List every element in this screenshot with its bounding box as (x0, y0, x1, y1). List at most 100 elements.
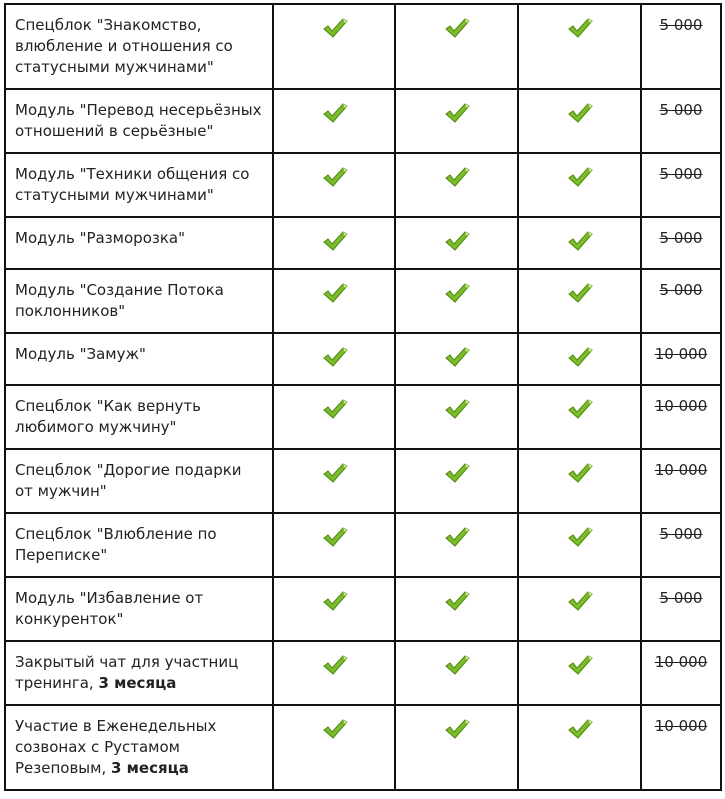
included-cell (517, 268, 642, 334)
checkmark-icon (567, 18, 593, 43)
included-cell (272, 88, 396, 154)
included-cell (272, 332, 396, 386)
included-cell (517, 152, 642, 218)
price-cell: 5 000 (640, 512, 722, 578)
price-cell: 5 000 (640, 576, 722, 642)
checkmark-icon (567, 527, 593, 552)
checkmark-icon (444, 655, 470, 680)
checkmark-icon (322, 347, 348, 372)
included-cell (517, 704, 642, 791)
old-price: 5 000 (659, 101, 703, 119)
feature-name: Модуль "Замуж" (15, 345, 146, 363)
included-cell (517, 88, 642, 154)
included-cell (394, 448, 519, 514)
checkmark-icon (444, 103, 470, 128)
included-cell (394, 88, 519, 154)
checkmark-icon (444, 463, 470, 488)
feature-name: Модуль "Разморозка" (15, 229, 185, 247)
included-cell (272, 268, 396, 334)
feature-name: Спецблок "Влюбление по Переписке" (15, 525, 217, 564)
feature-name-cell: Модуль "Перевод несерьёзных отношений в … (4, 88, 274, 154)
included-cell (394, 3, 519, 90)
feature-name-cell: Спецблок "Дорогие подарки от мужчин" (4, 448, 274, 514)
checkmark-icon (567, 347, 593, 372)
checkmark-icon (567, 463, 593, 488)
checkmark-icon (567, 167, 593, 192)
checkmark-icon (322, 399, 348, 424)
included-cell (394, 640, 519, 706)
table-row: Участие в Еженедельных созвонах с Рустам… (4, 704, 722, 791)
feature-name: Закрытый чат для участниц тренинга, (15, 653, 239, 692)
table-row: Модуль "Замуж" 10 000 (4, 332, 722, 386)
included-cell (394, 384, 519, 450)
included-cell (394, 512, 519, 578)
checkmark-icon (322, 719, 348, 744)
feature-name: Модуль "Техники общения со статусными му… (15, 165, 250, 204)
feature-name-cell: Спецблок "Влюбление по Переписке" (4, 512, 274, 578)
checkmark-icon (444, 527, 470, 552)
included-cell (272, 576, 396, 642)
feature-duration: 3 месяца (98, 674, 177, 692)
included-cell (394, 704, 519, 791)
price-cell: 10 000 (640, 448, 722, 514)
checkmark-icon (444, 719, 470, 744)
feature-name: Модуль "Перевод несерьёзных отношений в … (15, 101, 262, 140)
old-price: 5 000 (659, 165, 703, 183)
price-cell: 5 000 (640, 152, 722, 218)
checkmark-icon (444, 399, 470, 424)
old-price: 10 000 (654, 461, 708, 479)
feature-name-cell: Спецблок "Как вернуть любимого мужчину" (4, 384, 274, 450)
checkmark-icon (322, 231, 348, 256)
old-price: 10 000 (654, 653, 708, 671)
checkmark-icon (567, 591, 593, 616)
checkmark-icon (567, 283, 593, 308)
checkmark-icon (567, 655, 593, 680)
included-cell (517, 3, 642, 90)
old-price: 5 000 (659, 229, 703, 247)
included-cell (394, 332, 519, 386)
table-row: Модуль "Техники общения со статусными му… (4, 152, 722, 218)
tariff-comparison-table: Спецблок "Знакомство, влюбление и отноше… (4, 3, 722, 791)
price-cell: 10 000 (640, 640, 722, 706)
old-price: 5 000 (659, 16, 703, 34)
feature-name: Спецблок "Как вернуть любимого мужчину" (15, 397, 201, 436)
table-row: Спецблок "Как вернуть любимого мужчину" 1… (4, 384, 722, 450)
checkmark-icon (567, 231, 593, 256)
price-cell: 10 000 (640, 704, 722, 791)
included-cell (517, 512, 642, 578)
feature-name: Участие в Еженедельных созвонах с Рустам… (15, 717, 217, 777)
checkmark-icon (322, 103, 348, 128)
price-cell: 5 000 (640, 268, 722, 334)
included-cell (272, 152, 396, 218)
feature-name-cell: Модуль "Техники общения со статусными му… (4, 152, 274, 218)
included-cell (517, 216, 642, 270)
included-cell (517, 576, 642, 642)
feature-name-cell: Модуль "Разморозка" (4, 216, 274, 270)
checkmark-icon (322, 591, 348, 616)
feature-name-cell: Участие в Еженедельных созвонах с Рустам… (4, 704, 274, 791)
old-price: 5 000 (659, 589, 703, 607)
feature-duration: 3 месяца (111, 759, 189, 777)
included-cell (517, 640, 642, 706)
feature-name-cell: Модуль "Замуж" (4, 332, 274, 386)
checkmark-icon (322, 283, 348, 308)
table-row: Спецблок "Дорогие подарки от мужчин" 10 0… (4, 448, 722, 514)
feature-name-cell: Модуль "Создание Потока поклонников" (4, 268, 274, 334)
table-row: Закрытый чат для участниц тренинга, 3 ме… (4, 640, 722, 706)
included-cell (272, 640, 396, 706)
checkmark-icon (444, 167, 470, 192)
included-cell (272, 704, 396, 791)
checkmark-icon (444, 347, 470, 372)
checkmark-icon (322, 167, 348, 192)
old-price: 5 000 (659, 525, 703, 543)
table-row: Модуль "Избавление от конкуренток" 5 000 (4, 576, 722, 642)
included-cell (394, 576, 519, 642)
checkmark-icon (322, 527, 348, 552)
checkmark-icon (322, 463, 348, 488)
old-price: 5 000 (659, 281, 703, 299)
price-cell: 5 000 (640, 216, 722, 270)
table-row: Модуль "Перевод несерьёзных отношений в … (4, 88, 722, 154)
included-cell (517, 448, 642, 514)
included-cell (394, 216, 519, 270)
checkmark-icon (444, 18, 470, 43)
